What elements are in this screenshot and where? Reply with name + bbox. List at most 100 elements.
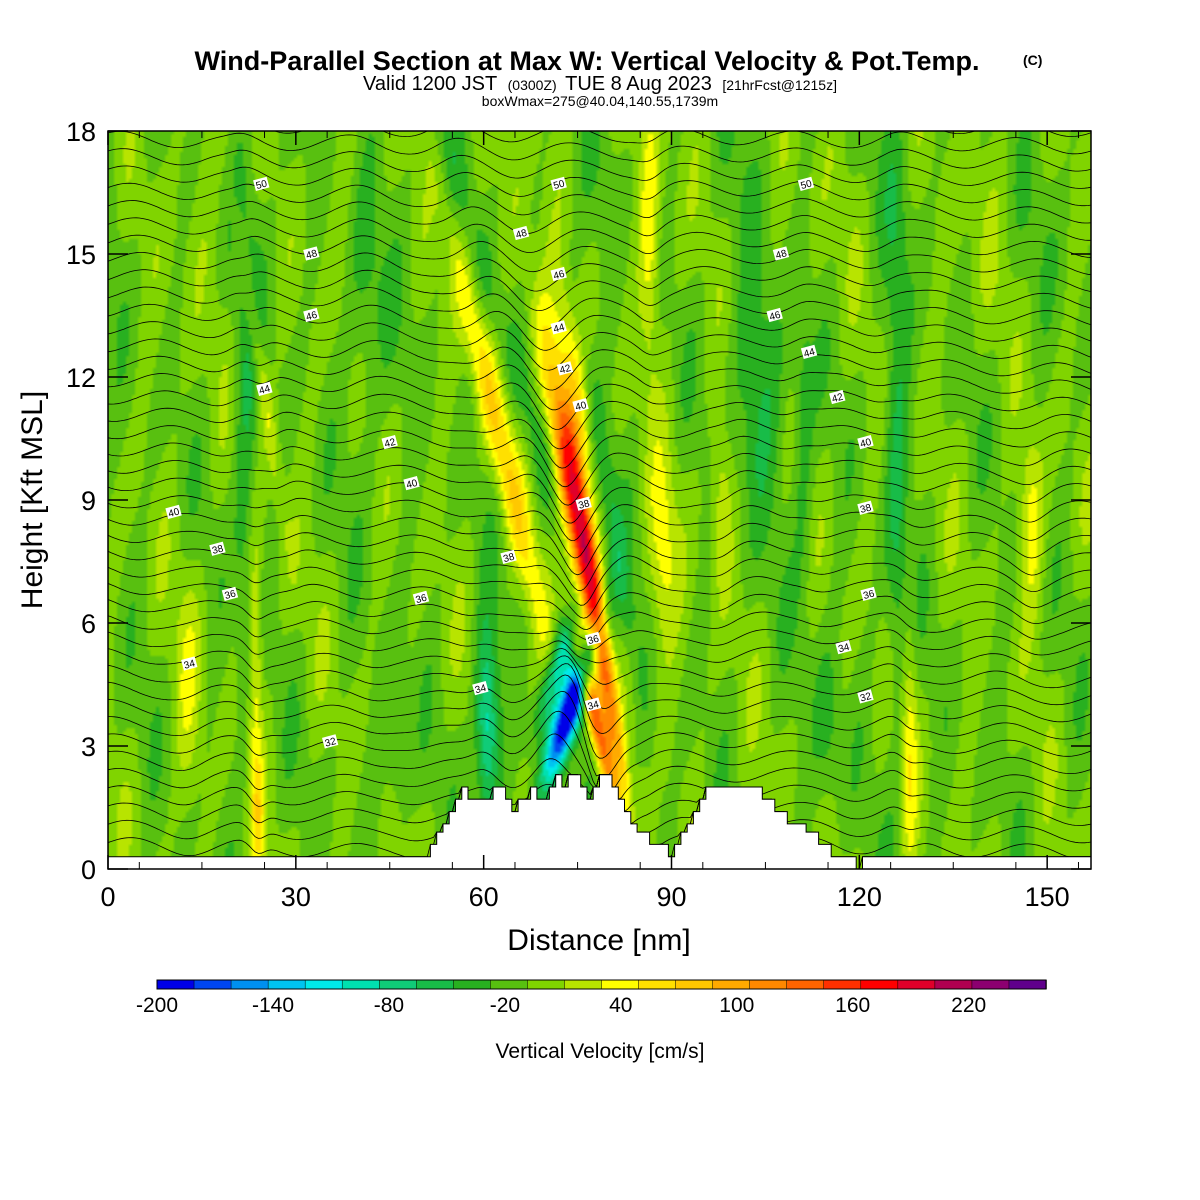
contour-label: 34	[584, 697, 602, 713]
contour-label-text: 34	[587, 699, 601, 713]
valid-time: Valid 1200 JST	[363, 73, 497, 95]
colorbar-swatch	[193, 979, 232, 990]
y-tick-label: 18	[66, 117, 96, 147]
contour-label-text: 48	[305, 248, 319, 262]
contour-label-text: 34	[837, 642, 851, 656]
contour-label-text: 50	[552, 178, 566, 192]
contour-label-box	[221, 586, 239, 601]
contour-label-box	[181, 656, 198, 671]
theta-contour-line	[108, 373, 1091, 430]
contour-label-box	[512, 225, 530, 241]
valid-time-utc: (0300Z)	[508, 77, 557, 93]
theta-contour-line	[108, 442, 1091, 506]
colorbar-tick-label: 100	[719, 994, 754, 1017]
colorbar-swatch	[304, 979, 343, 990]
contour-label: 38	[209, 541, 226, 557]
colorbar-tick-label: 160	[835, 994, 870, 1017]
contour-label-box	[766, 307, 783, 323]
theta-contour-line	[108, 674, 1091, 759]
contour-label: 38	[500, 549, 517, 566]
theta-contour-line	[108, 425, 1091, 488]
colorbar-tick-label: 220	[951, 994, 986, 1017]
colorbar-swatch	[416, 979, 455, 990]
contour-label-text: 36	[224, 588, 238, 602]
forecast-info: [21hrFcst@1215z]	[722, 77, 837, 93]
contour-label: 36	[221, 586, 239, 602]
colorbar-swatch	[527, 979, 566, 990]
theta-contour-line	[108, 148, 1091, 189]
contour-label: 46	[550, 266, 567, 283]
contour-label-box	[800, 344, 818, 360]
colorbar-swatch	[564, 979, 603, 990]
theta-contour-line	[108, 338, 1091, 391]
contour-label-text: 40	[859, 437, 873, 451]
contour-label-text: 34	[183, 658, 197, 672]
y-tick-label: 3	[81, 732, 96, 762]
theta-contour-line	[108, 599, 1091, 641]
colorbar-tick-label: -20	[490, 994, 520, 1017]
contour-label: 50	[797, 176, 815, 192]
contour-label-box	[256, 381, 273, 396]
contour-label: 50	[550, 176, 567, 192]
contour-label-box	[835, 639, 852, 655]
contour-label: 48	[303, 246, 320, 262]
contour-label: 38	[575, 496, 592, 512]
contour-label-box	[857, 689, 874, 704]
theta-contour-line	[108, 131, 1091, 172]
theta-contour-line	[108, 566, 1091, 619]
theta-contour-line	[108, 234, 1091, 276]
contour-label-text: 46	[305, 310, 319, 324]
contour-label-box	[556, 361, 574, 376]
contour-label: 36	[412, 590, 430, 606]
contour-label-box	[550, 176, 567, 191]
colorbar-swatch	[267, 979, 306, 990]
x-tick-label: 30	[281, 882, 311, 912]
x-axis-label: Distance [nm]	[507, 924, 690, 957]
contour-label-text: 36	[587, 634, 601, 648]
theta-contour-line	[108, 631, 1091, 672]
contour-label-box	[209, 541, 226, 556]
theta-contour-line	[108, 407, 1091, 469]
box-wmax-info: boxWmax=275@40.04,140.55,1739m	[482, 93, 718, 109]
theta-contour-line	[108, 303, 1091, 351]
x-tick-label: 150	[1025, 882, 1070, 912]
contour-label-text: 42	[831, 392, 845, 406]
contour-label-text: 44	[803, 347, 817, 361]
x-tick-label: 120	[837, 882, 882, 912]
contour-label: 50	[253, 176, 270, 192]
colorbar-swatch	[823, 979, 862, 990]
copyright-mark: (C)	[1023, 52, 1042, 68]
colorbar-tick-label: -80	[374, 994, 404, 1017]
contour-label-text: 34	[474, 683, 488, 697]
contour-label-text: 40	[574, 400, 588, 414]
contour-label-box	[829, 389, 846, 405]
contour-label: 46	[766, 307, 783, 323]
contour-label-text: 38	[502, 552, 516, 566]
colorbar-swatch	[453, 979, 492, 990]
contour-label-box	[584, 697, 602, 712]
colorbar-swatch	[341, 979, 380, 990]
contour-label-text: 48	[515, 228, 529, 242]
theta-contour-line	[108, 286, 1091, 331]
theta-contour-line	[108, 583, 1091, 630]
contour-label-box	[550, 320, 567, 335]
theta-contour-line	[108, 165, 1091, 207]
contour-label: 34	[181, 656, 198, 672]
contour-label-box	[165, 504, 182, 519]
theta-contour-line	[108, 615, 1091, 656]
contour-label-text: 50	[255, 178, 269, 192]
contour-label: 44	[550, 320, 567, 336]
contour-label-box	[381, 434, 398, 450]
colorbar-tick-label: -140	[252, 994, 294, 1017]
contour-label-text: 42	[559, 363, 573, 377]
x-tick-label: 0	[100, 882, 115, 912]
contour-label-text: 46	[552, 269, 566, 283]
colorbar-swatch	[230, 979, 269, 990]
x-tick-label: 60	[469, 882, 499, 912]
colorbar-title: Vertical Velocity [cm/s]	[496, 1040, 705, 1063]
contour-label-box	[584, 631, 602, 647]
contour-label-text: 32	[324, 736, 338, 750]
contour-label: 42	[829, 389, 846, 406]
